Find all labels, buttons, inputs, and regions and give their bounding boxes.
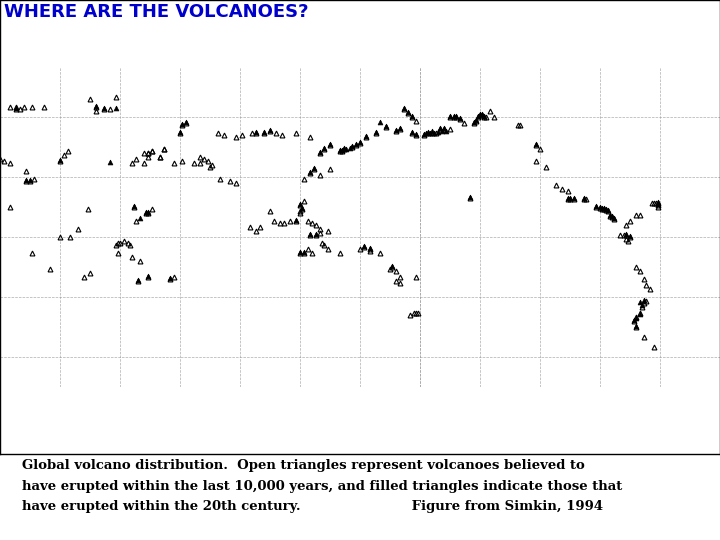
Text: have erupted within the last 10,000 years, and filled triangles indicate those t: have erupted within the last 10,000 year… [22, 480, 622, 492]
Text: Global volcano distribution.  Open triangles represent volcanoes believed to: Global volcano distribution. Open triang… [22, 459, 585, 472]
Text: WHERE ARE THE VOLCANOES?: WHERE ARE THE VOLCANOES? [4, 3, 308, 21]
Text: have erupted within the 20th century.                        Figure from Simkin,: have erupted within the 20th century. Fi… [22, 500, 603, 513]
